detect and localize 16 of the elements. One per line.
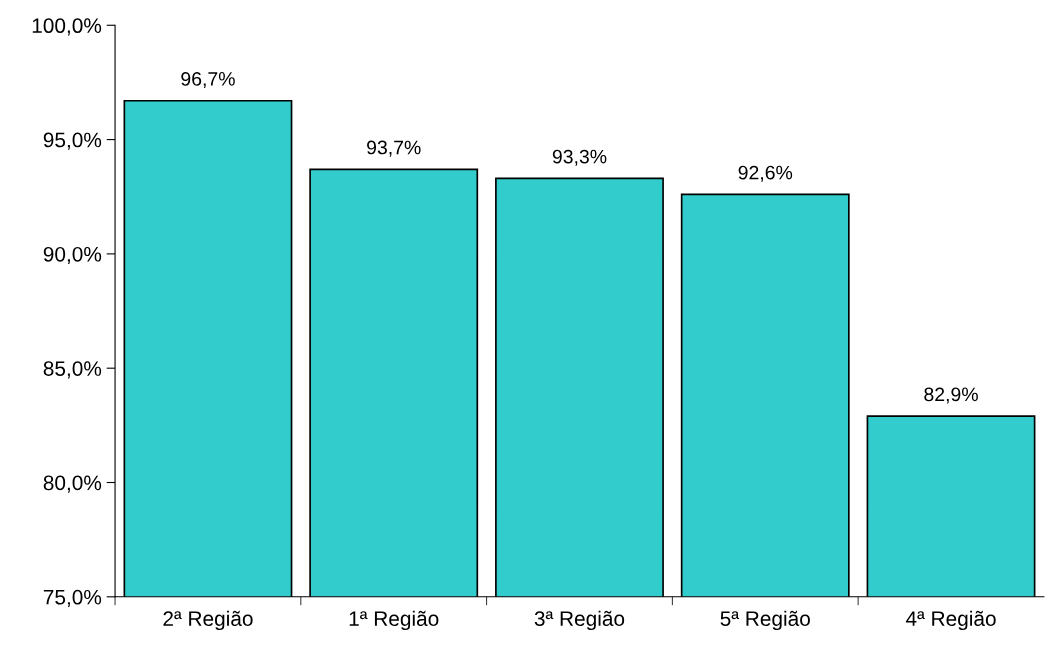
data-label: 93,7% [367, 140, 421, 157]
x-tick-label: 4ª Região [905, 610, 996, 631]
data-label: 82,9% [924, 387, 978, 404]
x-tick-label: 5ª Região [720, 610, 810, 631]
x-tick-label: 2ª Região [163, 610, 253, 631]
data-label: 92,6% [738, 165, 793, 182]
x-tick-label: 3ª Região [534, 610, 625, 631]
y-tick-label: 95,0% [43, 132, 102, 150]
y-tick-label: 100,0% [32, 18, 102, 36]
y-tick-label: 80,0% [43, 475, 102, 493]
y-tick-label: 75,0% [43, 589, 102, 608]
x-tick-label: 1ª Região [349, 610, 439, 631]
data-label: 93,3% [552, 149, 607, 166]
y-tick-label: 85,0% [43, 361, 102, 379]
y-tick-label: 90,0% [43, 246, 102, 265]
data-label: 96,7% [181, 71, 235, 89]
